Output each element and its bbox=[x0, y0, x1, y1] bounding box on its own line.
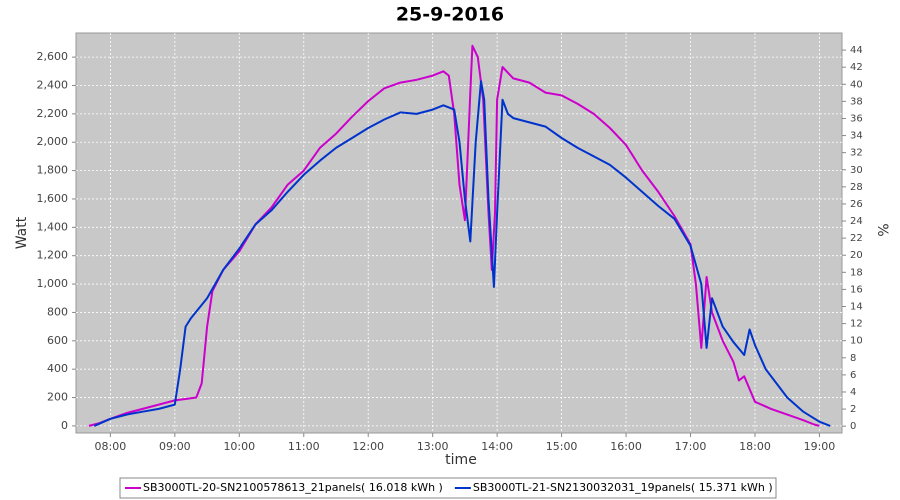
y-axis-title: Watt bbox=[14, 216, 30, 249]
y-tick-label: 2,000 bbox=[37, 135, 69, 148]
y2-tick-label: 28 bbox=[850, 182, 863, 193]
y-tick-label: 1,000 bbox=[37, 277, 69, 290]
y2-tick-label: 0 bbox=[850, 421, 856, 432]
y2-tick-label: 6 bbox=[850, 370, 856, 381]
x-axis-title: time bbox=[445, 452, 477, 468]
y-tick-label: 1,200 bbox=[37, 249, 69, 262]
plot-area bbox=[75, 32, 843, 434]
y2-axis-title: % bbox=[874, 223, 890, 236]
x-tick-label: 12:00 bbox=[352, 440, 384, 453]
y2-tick-label: 24 bbox=[850, 216, 863, 227]
x-tick-label: 15:00 bbox=[546, 440, 578, 453]
x-tick-label: 19:00 bbox=[804, 440, 836, 453]
y-tick-label: 2,600 bbox=[37, 50, 69, 63]
legend-label: SB3000TL-20-SN2100578613_21panels( 16.01… bbox=[143, 481, 443, 494]
y2-tick-label: 16 bbox=[850, 284, 863, 295]
y-tick-label: 2,200 bbox=[37, 107, 69, 120]
y2-tick-label: 12 bbox=[850, 319, 863, 330]
x-tick-label: 13:00 bbox=[417, 440, 449, 453]
y-tick-label: 0 bbox=[61, 419, 68, 432]
y2-tick-label: 40 bbox=[850, 79, 863, 90]
y2-tick-label: 20 bbox=[850, 250, 863, 261]
y2-tick-label: 32 bbox=[850, 148, 863, 159]
y2-tick-label: 42 bbox=[850, 62, 863, 73]
y2-tick-label: 34 bbox=[850, 131, 863, 142]
x-tick-label: 10:00 bbox=[223, 440, 255, 453]
y2-tick-label: 38 bbox=[850, 96, 863, 107]
y2-tick-label: 36 bbox=[850, 113, 863, 124]
y2-tick-label: 44 bbox=[850, 45, 863, 56]
x-tick-label: 17:00 bbox=[675, 440, 707, 453]
y2-tick-label: 30 bbox=[850, 165, 863, 176]
x-tick-label: 14:00 bbox=[481, 440, 513, 453]
y-tick-label: 400 bbox=[47, 362, 68, 375]
chart-title: 25-9-2016 bbox=[396, 4, 504, 26]
series-line bbox=[93, 80, 831, 427]
y-tick-label: 2,400 bbox=[37, 78, 69, 91]
x-tick-label: 11:00 bbox=[288, 440, 320, 453]
x-tick-label: 08:00 bbox=[95, 440, 127, 453]
y-tick-label: 800 bbox=[47, 305, 68, 318]
y-tick-label: 1,800 bbox=[37, 164, 69, 177]
y2-tick-label: 8 bbox=[850, 353, 856, 364]
y2-tick-label: 22 bbox=[850, 233, 863, 244]
y2-tick-label: 2 bbox=[850, 404, 856, 415]
y2-tick-label: 4 bbox=[850, 387, 856, 398]
y2-tick-label: 14 bbox=[850, 302, 863, 313]
series-line bbox=[88, 44, 820, 427]
x-tick-label: 16:00 bbox=[610, 440, 642, 453]
y-tick-label: 200 bbox=[47, 391, 68, 404]
legend-label: SB3000TL-21-SN2130032031_19panels( 15.37… bbox=[473, 481, 773, 494]
legend bbox=[119, 477, 777, 499]
x-tick-label: 09:00 bbox=[159, 440, 191, 453]
y-tick-label: 600 bbox=[47, 334, 68, 347]
x-tick-label: 18:00 bbox=[739, 440, 771, 453]
y2-tick-label: 26 bbox=[850, 199, 863, 210]
y-tick-label: 1,600 bbox=[37, 192, 69, 205]
y-tick-label: 1,400 bbox=[37, 220, 69, 233]
y2-tick-label: 18 bbox=[850, 267, 863, 278]
y2-tick-label: 10 bbox=[850, 336, 863, 347]
